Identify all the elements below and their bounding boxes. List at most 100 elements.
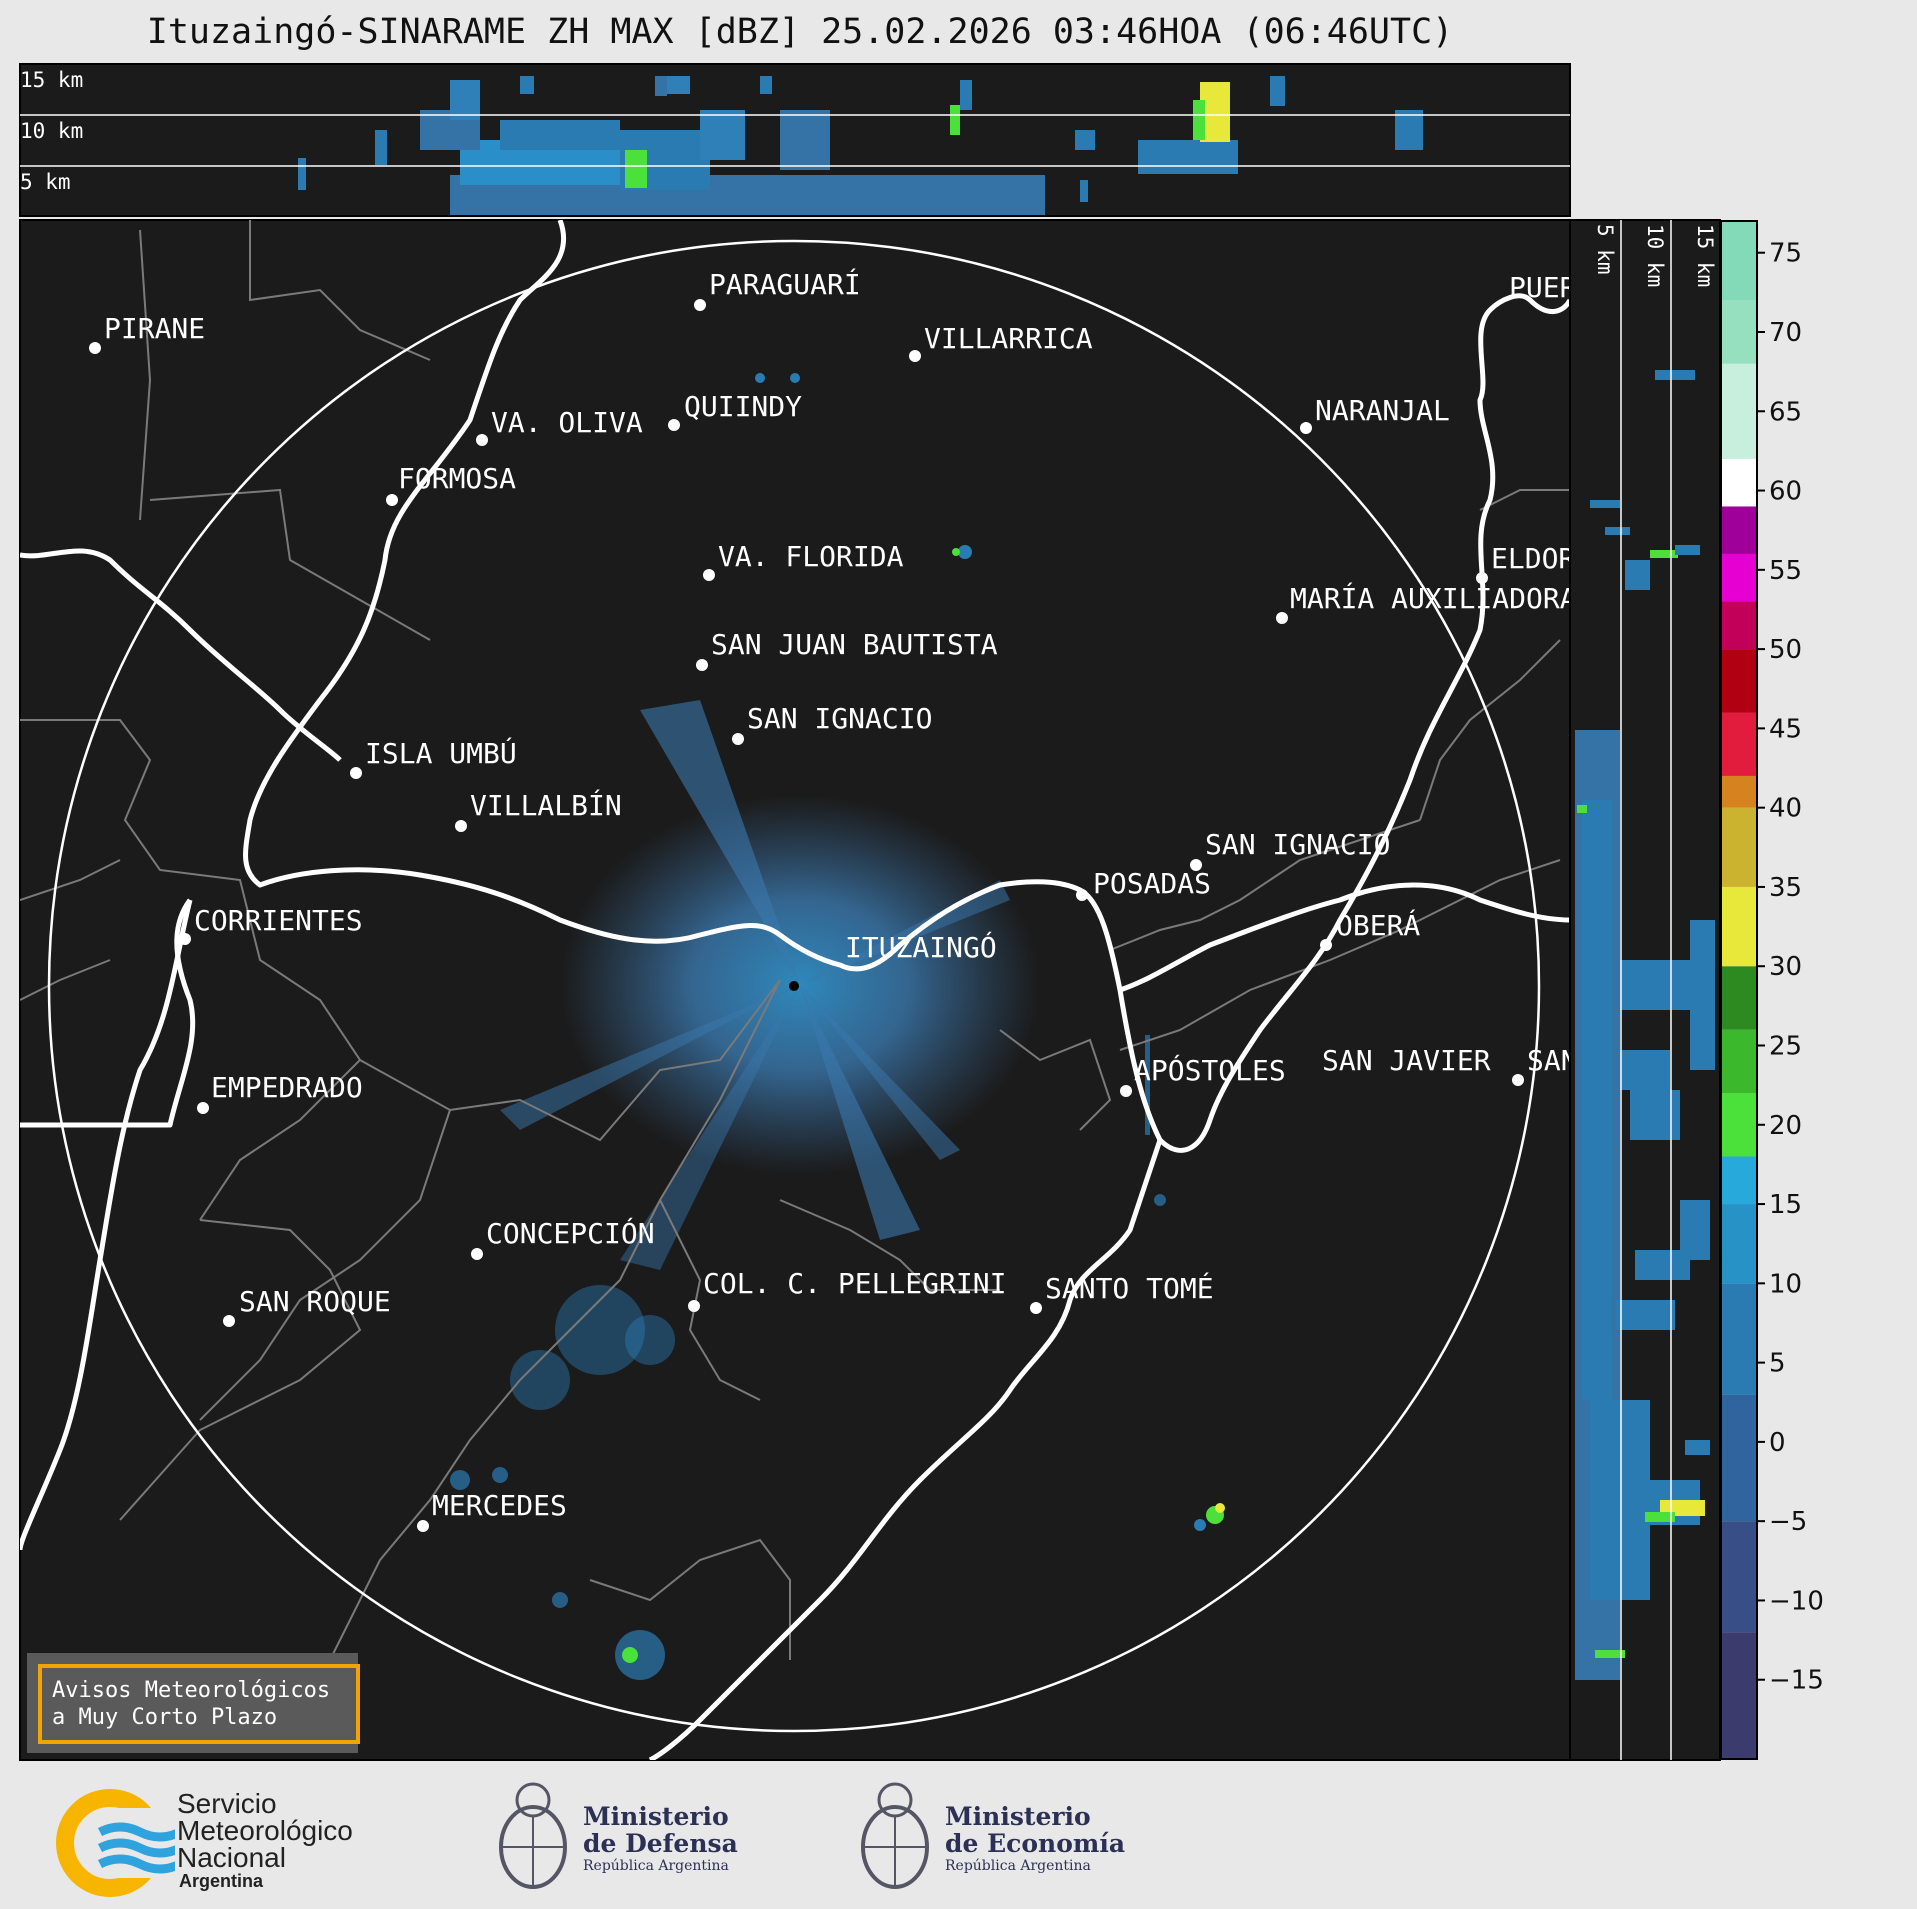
colorbar-segment	[1721, 1632, 1757, 1759]
borders-rivers	[20, 220, 1570, 1760]
city-labels: PARAGUARÍ VILLARRICA PIRANE VA. OLIVA QU…	[104, 267, 1610, 1522]
colorbar-segment	[1721, 649, 1757, 713]
colorbar-tick-label: −10	[1769, 1586, 1824, 1616]
top-height-label-10: 10 km	[20, 119, 83, 143]
coat-of-arms-icon	[499, 1782, 567, 1889]
admin-boundaries	[20, 220, 1570, 1721]
city-label: VA. OLIVA	[491, 406, 643, 439]
smn-line2: Meteorológico	[177, 1815, 353, 1846]
colorbar-segment	[1721, 601, 1757, 650]
smn-logo: Servicio Meteorológico Nacional Argentin…	[55, 1788, 395, 1898]
city-label: SAN JUAN BAUTISTA	[711, 628, 998, 661]
city-label: CONCEPCIÓN	[486, 1216, 655, 1250]
city-label: APÓSTOLES	[1134, 1053, 1286, 1087]
side-height-label-15: 15 km	[1693, 224, 1717, 287]
city-label: MERCEDES	[432, 1489, 567, 1522]
colorbar-segment	[1721, 221, 1757, 301]
warning-legend-line1: Avisos Meteorológicos	[52, 1678, 331, 1703]
smn-line1: Servicio	[177, 1788, 277, 1819]
colorbar-tick-label: 5	[1769, 1349, 1786, 1379]
defensa-line3: República Argentina	[583, 1858, 729, 1874]
map-title: Ituzaingó-SINARAME ZH MAX [dBZ] 25.02.20…	[146, 12, 1454, 52]
colorbar-tick-label: 20	[1769, 1111, 1802, 1141]
radar-echoes	[450, 373, 1225, 1680]
colorbar-tick-label: 40	[1769, 794, 1802, 824]
city-markers	[89, 299, 1524, 1532]
colorbar-segment	[1721, 1093, 1757, 1157]
city-label: PIRANE	[104, 312, 205, 345]
colorbar-segment	[1721, 300, 1757, 364]
city-label: VILLALBÍN	[470, 788, 622, 822]
city-label: FORMOSA	[398, 462, 516, 495]
warning-legend-border: Avisos Meteorológicos a Muy Corto Plazo	[38, 1664, 360, 1744]
colorbar-tick-label: 55	[1769, 556, 1802, 586]
city-label: VILLARRICA	[924, 322, 1093, 355]
map-panel: PARAGUARÍ VILLARRICA PIRANE VA. OLIVA QU…	[19, 219, 1610, 1761]
colorbar-tick-label: 45	[1769, 714, 1802, 744]
colorbar-tick-label: −15	[1769, 1666, 1824, 1696]
defensa-logo: Ministerio de Defensa República Argentin…	[493, 1775, 753, 1900]
radar-site-marker	[789, 981, 799, 991]
colorbar-segments	[1721, 221, 1757, 1759]
top-cross-section-panel: 15 km 10 km 5 km	[19, 63, 1571, 217]
colorbar-segment	[1721, 1283, 1757, 1395]
city-label: SAN JAVIER	[1322, 1044, 1491, 1077]
colorbar-tick-label: 0	[1769, 1428, 1786, 1458]
city-label: QUIINDY	[684, 390, 802, 423]
colorbar-segment	[1721, 1204, 1757, 1284]
colorbar-segment	[1721, 1156, 1757, 1205]
colorbar-segment	[1721, 553, 1757, 602]
colorbar-tick-label: 15	[1769, 1190, 1802, 1220]
side-height-label-5: 5 km	[1593, 224, 1617, 275]
colorbar-segment	[1721, 712, 1757, 776]
colorbar-segment	[1721, 775, 1757, 808]
colorbar-tick-label: 65	[1769, 397, 1802, 427]
radar-center-label: ITUZAINGÓ	[845, 930, 997, 964]
colorbar-segment	[1721, 363, 1757, 459]
top-height-label-15: 15 km	[20, 68, 83, 92]
smn-logo-icon	[56, 1789, 183, 1897]
top-height-label-5: 5 km	[20, 170, 71, 194]
economia-line3: República Argentina	[945, 1858, 1091, 1874]
city-label: SAN IGNACIO	[747, 702, 932, 735]
colorbar-segment	[1721, 458, 1757, 507]
economia-line2: de Economía	[945, 1829, 1126, 1858]
city-label: POSADAS	[1093, 867, 1211, 900]
city-label: SAN ROQUE	[239, 1285, 391, 1318]
colorbar-segment	[1721, 886, 1757, 967]
city-label: MARÍA AUXILIADORA	[1290, 581, 1577, 615]
footer-logos: Servicio Meteorológico Nacional Argentin…	[0, 1760, 1917, 1909]
colorbar-segment	[1721, 1521, 1757, 1633]
city-label: COL. C. PELLEGRINI	[703, 1267, 1006, 1300]
colorbar-segment	[1721, 1029, 1757, 1094]
city-label: ISLA UMBÚ	[365, 736, 517, 770]
city-label: PARAGUARÍ	[709, 267, 861, 301]
smn-line3: Nacional	[177, 1842, 286, 1873]
city-label: PUERTO	[1509, 271, 1610, 304]
range-ring	[47, 239, 1541, 1733]
colorbar-tick-label: −5	[1769, 1507, 1807, 1537]
colorbar-tick-label: 10	[1769, 1269, 1802, 1299]
city-label: OBERÁ	[1336, 908, 1420, 942]
defensa-line2: de Defensa	[583, 1829, 738, 1858]
colorbar-tick-label: 60	[1769, 477, 1802, 507]
colorbar-tick-label: 70	[1769, 318, 1802, 348]
warning-legend-line2: a Muy Corto Plazo	[52, 1705, 278, 1730]
side-cross-section-panel: 5 km 10 km 15 km	[1569, 219, 1721, 1761]
city-label: CORRIENTES	[194, 904, 363, 937]
warning-legend-box: Avisos Meteorológicos a Muy Corto Plazo	[27, 1653, 360, 1753]
colorbar-tick-label: 50	[1769, 635, 1802, 665]
colorbar-tick-label: 75	[1769, 239, 1802, 269]
smn-line4: Argentina	[179, 1871, 264, 1891]
city-label: SANTO TOMÉ	[1045, 1271, 1214, 1305]
city-label: SAN IGNACIO	[1205, 828, 1390, 861]
economia-line1: Ministerio	[945, 1802, 1091, 1831]
colorbar-segment	[1721, 506, 1757, 554]
coat-of-arms-icon	[861, 1782, 929, 1889]
city-label: SAN	[1527, 1044, 1578, 1077]
colorbar-tick-label: 25	[1769, 1031, 1802, 1061]
colorbar-tick-label: 35	[1769, 873, 1802, 903]
